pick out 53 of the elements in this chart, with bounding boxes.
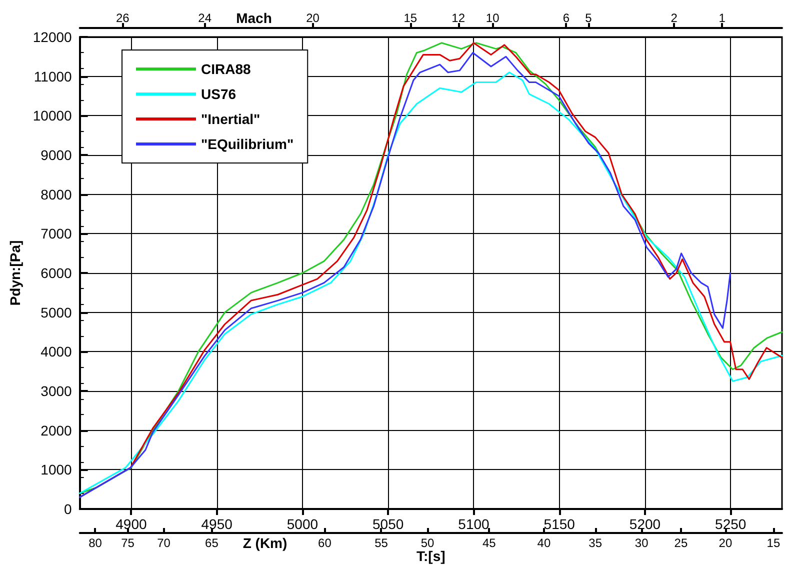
x-tick-label: 5250 (715, 516, 746, 532)
y-tick-label: 8000 (40, 186, 72, 202)
text: 20 (306, 11, 320, 25)
text: 15 (766, 536, 780, 550)
legend-label: CIRA88 (201, 61, 252, 77)
y-tick-label: 11000 (34, 68, 72, 84)
text: 26 (116, 11, 130, 25)
x-tick-label: 5000 (286, 516, 318, 532)
x-tick-label: 4900 (116, 516, 147, 532)
text: 75 (121, 536, 135, 550)
y-tick-label: 3000 (40, 383, 72, 399)
y-tick-label: 10000 (32, 108, 72, 124)
y-tick-label: 5000 (40, 304, 72, 320)
text: 15 (404, 11, 418, 25)
text: 55 (374, 536, 388, 550)
text: 25 (674, 536, 688, 550)
legend-label: US76 (201, 86, 236, 102)
text: 6 (562, 11, 570, 25)
x-axis-title: T:[s] (416, 548, 446, 564)
text: 35 (588, 536, 602, 550)
x-tick-label: 4950 (201, 516, 233, 532)
x-tick-label: 5200 (629, 516, 661, 532)
text: 60 (318, 536, 332, 550)
text: 65 (205, 536, 219, 550)
x-tick-label: 5050 (372, 516, 404, 532)
y-tick-label: 9000 (40, 147, 72, 163)
text: 40 (537, 536, 551, 550)
text: 10 (486, 11, 500, 25)
text: 30 (634, 536, 649, 550)
text: 2 (670, 11, 678, 25)
x-tick-label: 5100 (458, 516, 490, 532)
x-tick-label: 5150 (544, 516, 576, 532)
text: 45 (482, 536, 496, 550)
y-tick-label: 6000 (40, 265, 72, 281)
y-tick-label: 2000 (40, 422, 72, 438)
y-tick-label: 12000 (32, 29, 72, 45)
text: 70 (157, 536, 171, 550)
text: 20 (718, 536, 732, 550)
text: Mach (236, 10, 272, 26)
y-tick-label: 0 (64, 501, 72, 517)
legend-label: "Inertial" (201, 111, 260, 127)
text: 80 (88, 536, 102, 550)
text: 1 (718, 11, 726, 25)
text: 24 (198, 11, 212, 25)
y-axis-title: Pdyn:[Pa] (7, 240, 23, 306)
text: 12 (452, 11, 466, 25)
text: 5 (585, 11, 592, 25)
y-tick-label: 7000 (40, 226, 72, 242)
legend-label: "EQuilibrium" (201, 136, 294, 152)
text: Z (Km) (242, 535, 288, 551)
text: 50 (420, 536, 434, 550)
y-tick-label: 1000 (40, 462, 72, 478)
y-tick-label: 4000 (40, 344, 72, 360)
